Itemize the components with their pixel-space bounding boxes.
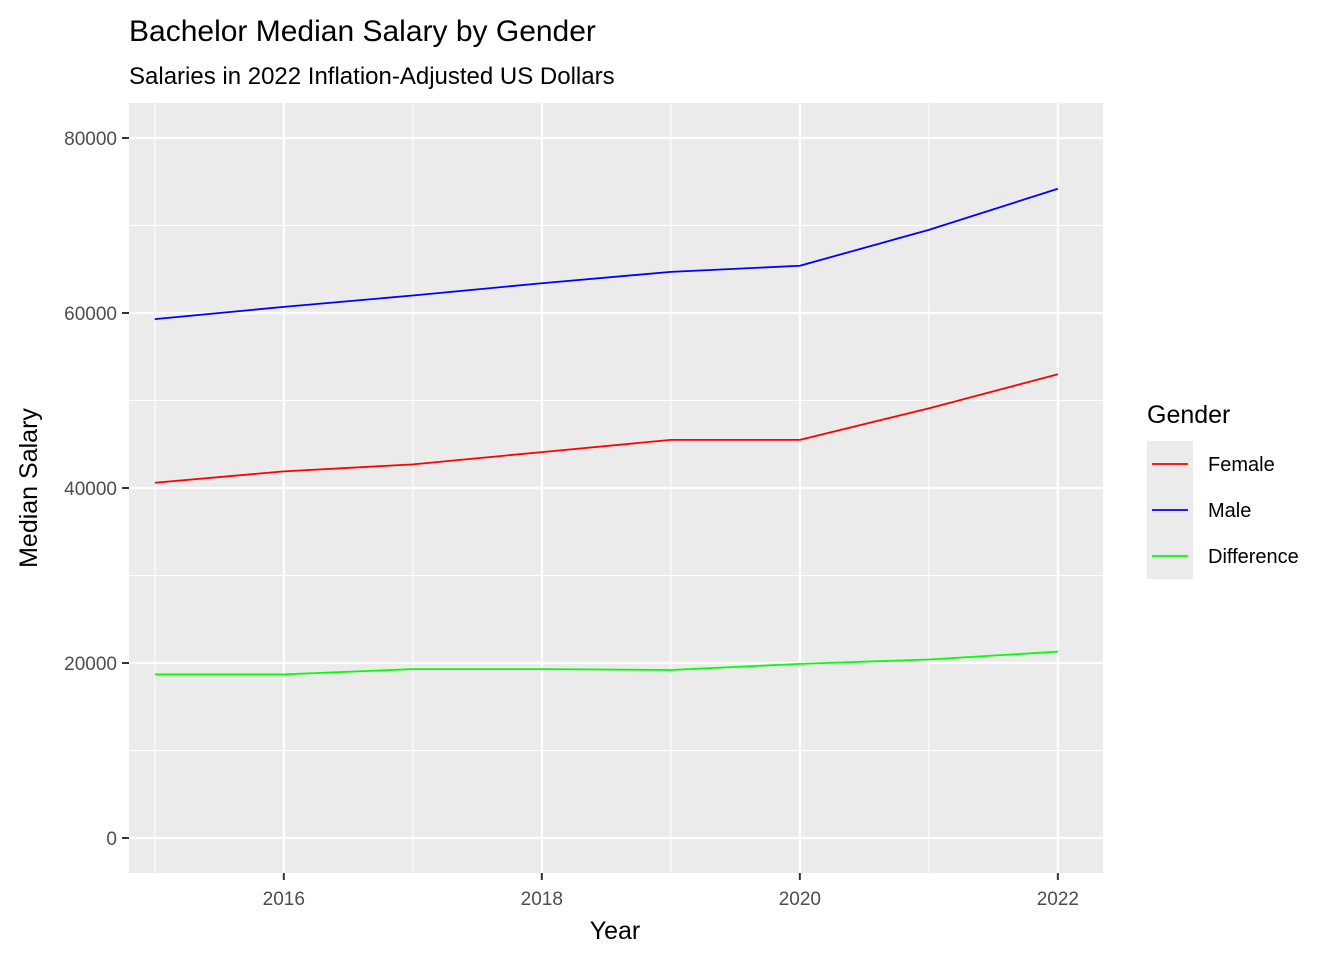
chart-title: Bachelor Median Salary by Gender [129,15,596,48]
y-tick-label: 20000 [64,654,117,675]
x-tick-label: 2022 [1037,889,1079,910]
series-line-difference [154,650,1058,676]
legend-items: Female Male Difference [1152,454,1299,568]
y-axis-title: Median Salary [15,408,43,568]
y-axis: 0 20000 40000 60000 80000 [64,129,129,850]
y-tick-label: 80000 [64,129,117,150]
x-axis-title: Year [590,917,641,945]
y-tick-label: 0 [106,829,117,850]
x-tick-label: 2020 [779,889,821,910]
legend-label-difference: Difference [1208,546,1299,568]
x-axis: 2016 2018 2020 2022 [263,873,1079,910]
series-line-female [154,373,1059,484]
legend-title: Gender [1147,401,1230,429]
y-tick-label: 60000 [64,304,117,325]
major-gridlines [129,103,1103,873]
x-tick-label: 2018 [521,889,563,910]
legend-label-male: Male [1208,500,1251,522]
series-lines [154,187,1059,676]
y-tick-label: 40000 [64,479,117,500]
legend: Gender Female Male Difference [1147,401,1299,579]
x-tick-label: 2016 [263,889,305,910]
legend-label-female: Female [1208,454,1275,476]
chart-subtitle: Salaries in 2022 Inflation-Adjusted US D… [129,63,615,90]
series-line-male [154,187,1059,321]
